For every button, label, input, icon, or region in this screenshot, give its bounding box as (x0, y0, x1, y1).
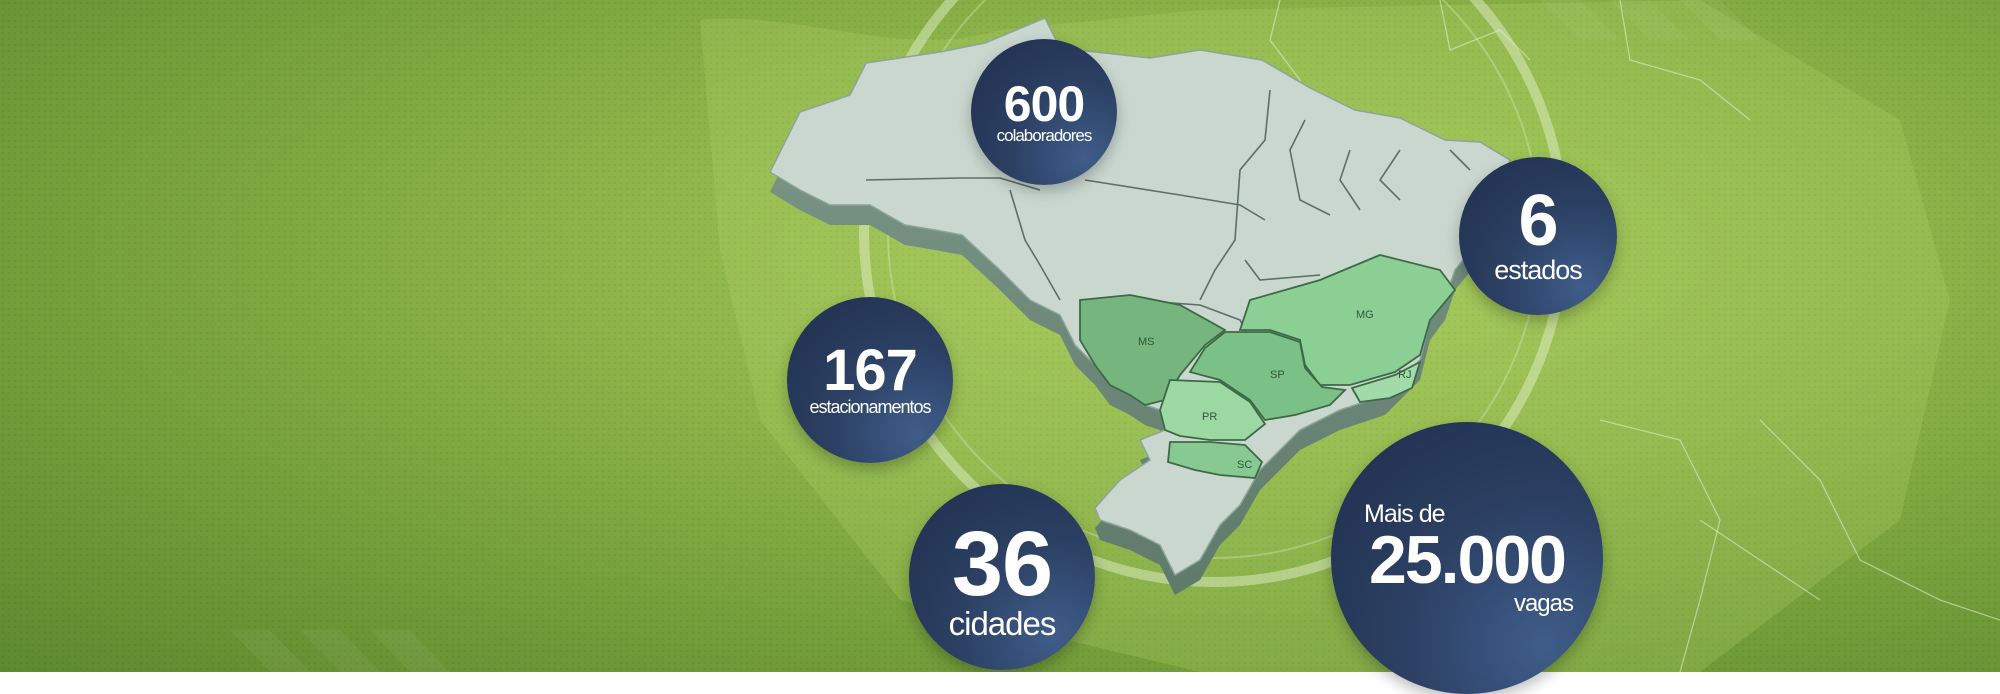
state-sp (1188, 331, 1347, 421)
state-sc (1167, 441, 1264, 479)
map-label-sp: SP (1270, 369, 1285, 381)
stat-cities-label: cidades (948, 604, 1057, 642)
brazil-map: MS MG SP RJ PR SC (769, 17, 1511, 595)
stat-cities: 36 cidades (909, 484, 1095, 670)
stat-states-value: 6 (1518, 181, 1558, 262)
stat-parking-lots: 167 estacionamentos (787, 297, 953, 463)
map-label-mg: MG (1356, 309, 1374, 321)
stat-collaborators: 600 colaboradores (971, 39, 1117, 185)
stat-parking-lots-label: estacionamentos (809, 396, 931, 417)
state-rj (1350, 360, 1422, 403)
state-pr (1159, 379, 1267, 441)
stat-cities-value: 36 (951, 513, 1053, 616)
map-label-ms: MS (1138, 336, 1155, 348)
stat-parking-spaces-prefix: Mais de (1364, 500, 1446, 529)
stat-parking-lots-value: 167 (823, 338, 918, 404)
stat-collaborators-value: 600 (1003, 75, 1085, 132)
stat-states-label: estados (1494, 254, 1583, 285)
hero-banner: MS MG SP RJ PR SC 600 colaboradores 6 es… (0, 0, 2000, 672)
map-label-pr: PR (1202, 411, 1217, 423)
stat-parking-spaces: Mais de 25.000 vagas (1331, 422, 1603, 694)
map-label-sc: SC (1237, 459, 1252, 471)
state-mg (1238, 254, 1457, 386)
stat-collaborators-label: colaboradores (996, 125, 1093, 145)
stat-states: 6 estados (1459, 157, 1617, 315)
stat-parking-spaces-value: 25.000 (1369, 522, 1567, 599)
map-label-rj: RJ (1398, 369, 1411, 381)
stat-parking-spaces-label: vagas (1513, 589, 1574, 617)
